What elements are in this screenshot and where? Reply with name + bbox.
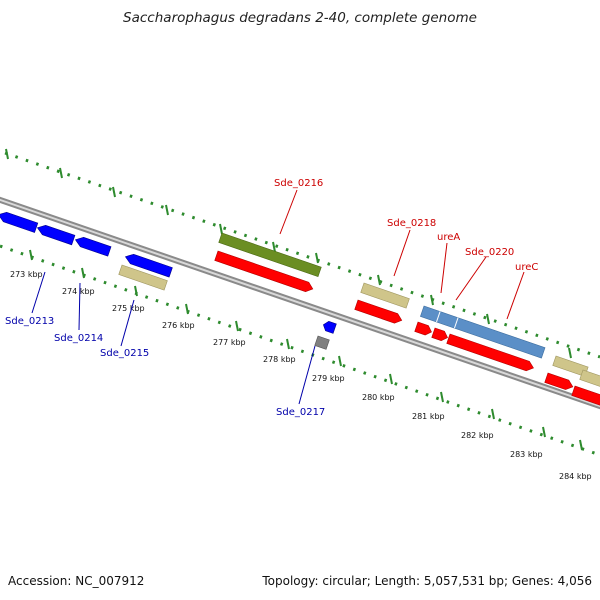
feature-box-trna-right-2[interactable] <box>579 369 600 390</box>
gene-label-urea[interactable]: ureA <box>437 232 460 243</box>
gene-arrow-urec[interactable] <box>446 333 535 373</box>
genome-stats-text: Topology: circular; Length: 5,057,531 bp… <box>262 574 592 588</box>
gene-arrow-sde-0218[interactable] <box>354 299 404 325</box>
tick-labels: 273 kbp 274 kbp 275 kbp 276 kbp 277 kbp … <box>10 270 592 481</box>
gene-label-sde-0217[interactable]: Sde_0217 <box>276 407 325 418</box>
tick-label: 276 kbp <box>162 321 195 330</box>
tick-label: 280 kbp <box>362 393 395 402</box>
inner-major-ticks <box>29 249 583 451</box>
feature-box-ure-operon[interactable] <box>420 305 546 359</box>
feature-box-sde-0217[interactable] <box>314 335 330 350</box>
tick-label: 275 kbp <box>112 304 145 313</box>
gene-arrow-sde-0213[interactable] <box>0 210 39 233</box>
gene-arrow-sde-0215[interactable] <box>124 252 173 278</box>
gene-arrow-sde-0216[interactable] <box>214 250 315 294</box>
feature-box-trna-1[interactable] <box>118 264 168 291</box>
feature-box-sde-0216[interactable] <box>218 232 322 278</box>
gene-arrow-sde-0214b[interactable] <box>74 235 112 257</box>
gene-arrow-sde-0217[interactable] <box>322 320 337 334</box>
feature-box-sde-0218[interactable] <box>360 282 410 309</box>
gene-arrow-urea[interactable] <box>414 321 433 337</box>
tick-label: 282 kbp <box>461 431 494 440</box>
tick-label: 283 kbp <box>510 450 543 459</box>
gene-label-urec[interactable]: ureC <box>515 262 538 273</box>
gene-label-sde-0218[interactable]: Sde_0218 <box>387 218 436 229</box>
map-title: Saccharophagus degradans 2-40, complete … <box>123 10 477 26</box>
accession-text: Accession: NC_007912 <box>8 574 145 588</box>
backbone-highlight <box>0 198 600 408</box>
gene-arrow-sde-0220[interactable] <box>431 327 449 342</box>
gene-labels: Sde_0213 Sde_0214 Sde_0215 Sde_0216 Sde_… <box>5 178 538 418</box>
gene-arrow-right-1[interactable] <box>544 372 575 392</box>
label-leaders <box>31 189 525 405</box>
tick-label: 284 kbp <box>559 472 592 481</box>
gene-arrow-right-2[interactable] <box>571 385 600 409</box>
tick-label: 274 kbp <box>62 287 95 296</box>
tick-label: 279 kbp <box>312 374 345 383</box>
tick-label: 273 kbp <box>10 270 43 279</box>
gene-label-sde-0213[interactable]: Sde_0213 <box>5 316 54 327</box>
backbone <box>0 196 600 410</box>
tick-label: 278 kbp <box>263 355 296 364</box>
gene-label-sde-0215[interactable]: Sde_0215 <box>100 348 149 359</box>
tick-label: 281 kbp <box>412 412 445 421</box>
gene-arrow-sde-0214[interactable] <box>36 223 76 246</box>
outer-major-ticks <box>5 148 572 359</box>
gene-label-sde-0214[interactable]: Sde_0214 <box>54 333 103 344</box>
tick-label: 277 kbp <box>213 338 246 347</box>
gene-label-sde-0216[interactable]: Sde_0216 <box>274 178 323 189</box>
inner-tick-ring <box>0 244 600 457</box>
gene-label-sde-0220[interactable]: Sde_0220 <box>465 247 514 258</box>
features <box>0 210 600 409</box>
